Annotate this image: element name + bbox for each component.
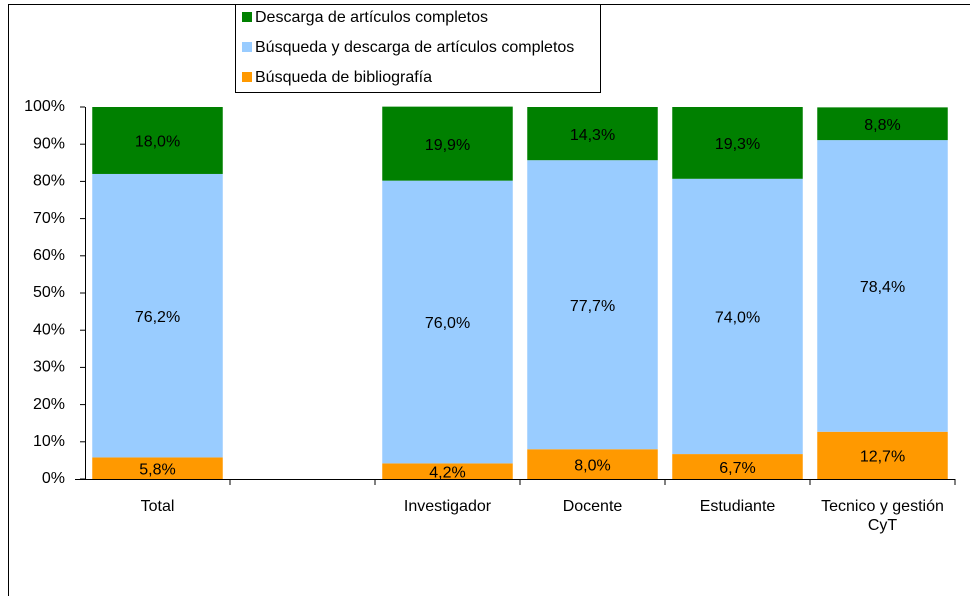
data-label: 8,0% xyxy=(574,457,610,474)
bar-segment xyxy=(527,160,658,450)
y-tick-label: 0% xyxy=(42,470,65,487)
legend-label: Búsqueda de bibliografía xyxy=(255,69,432,86)
data-label: 19,3% xyxy=(715,136,760,153)
data-label: 74,0% xyxy=(715,310,760,327)
bar-segment xyxy=(382,106,513,181)
bar-segment xyxy=(92,173,223,458)
bar-segment xyxy=(382,463,513,479)
x-tick-label: Tecnico y gestión CyT xyxy=(821,498,944,534)
bar-segment xyxy=(817,107,948,141)
bar-segment xyxy=(817,140,948,432)
data-label: 76,0% xyxy=(425,315,470,332)
y-tick-label: 80% xyxy=(33,173,65,190)
data-label: 77,7% xyxy=(570,298,615,315)
data-label: 78,4% xyxy=(860,279,905,296)
bar-segment xyxy=(382,180,513,464)
legend-swatch xyxy=(242,42,252,52)
x-tick-label: Total xyxy=(140,498,175,515)
data-label: 5,8% xyxy=(139,461,175,478)
x-tick-label: Investigador xyxy=(403,498,492,515)
legend-box xyxy=(235,4,601,93)
data-label: 18,0% xyxy=(135,134,180,151)
y-tick-label: 70% xyxy=(33,210,65,227)
data-label: 12,7% xyxy=(860,449,905,466)
data-label: 19,9% xyxy=(425,137,470,154)
x-tick-label: Docente xyxy=(562,498,623,515)
bar-segment xyxy=(92,107,223,174)
data-label: 8,8% xyxy=(864,117,900,134)
data-label: 4,2% xyxy=(429,464,465,481)
y-tick-label: 100% xyxy=(24,98,65,115)
bar-segment xyxy=(672,454,803,479)
y-tick-label: 10% xyxy=(33,433,65,450)
data-label: 6,7% xyxy=(719,460,755,477)
bar-segment xyxy=(672,178,803,455)
legend-swatch xyxy=(242,72,252,82)
y-tick-label: 90% xyxy=(33,135,65,152)
bar-segment xyxy=(672,107,803,179)
x-tick-label: Estudiante xyxy=(699,498,776,515)
y-tick-label: 40% xyxy=(33,321,65,338)
legend-label: Descarga de artículos completos xyxy=(255,9,488,26)
data-label: 14,3% xyxy=(570,127,615,144)
bar-segment xyxy=(817,431,948,479)
bar-segment xyxy=(527,449,658,479)
bar-segment xyxy=(92,457,223,479)
legend-label: Búsqueda y descarga de artículos complet… xyxy=(255,39,574,56)
y-tick-label: 30% xyxy=(33,359,65,376)
legend-swatch xyxy=(242,12,252,22)
y-tick-label: 20% xyxy=(33,396,65,413)
y-tick-label: 50% xyxy=(33,284,65,301)
bar-segment xyxy=(527,107,658,161)
y-tick-label: 60% xyxy=(33,247,65,264)
data-label: 76,2% xyxy=(135,309,180,326)
